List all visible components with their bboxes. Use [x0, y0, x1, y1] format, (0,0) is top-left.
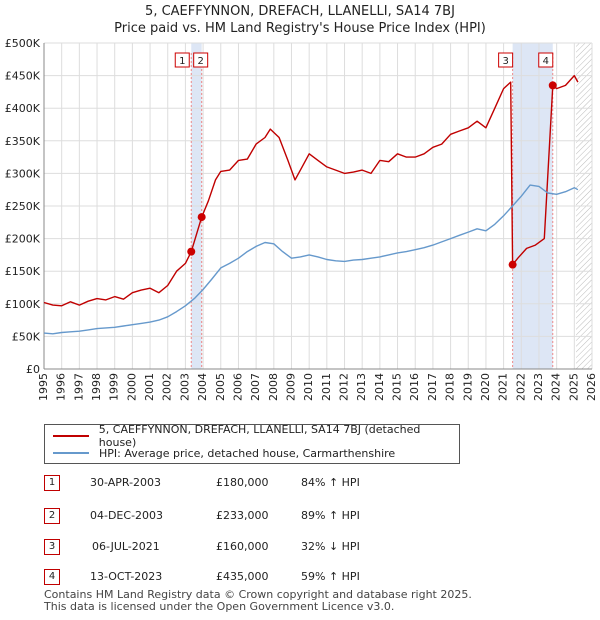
transaction-hpi-change: 32% ↓ HPI — [301, 540, 360, 553]
sale-point — [508, 260, 517, 269]
x-tick-label: 2006 — [231, 373, 244, 401]
x-tick-label: 2003 — [178, 373, 191, 401]
x-tick-label: 2023 — [532, 373, 545, 401]
footer-line-1: Contains HM Land Registry data © Crown c… — [44, 588, 472, 601]
y-tick-label: £200K — [5, 233, 41, 246]
y-tick-label: £450K — [5, 70, 41, 83]
price-chart: £0 £50K £100K £150K £200K £250K £300K £350K £400… — [5, 37, 598, 401]
legend-property-swatch — [53, 435, 89, 437]
x-tick-label: 2011 — [320, 373, 333, 401]
chart-title-line1: 5, CAEFFYNNON, DREFACH, LLANELLI, SA14 7… — [145, 4, 455, 19]
transaction-hpi-change: 59% ↑ HPI — [301, 570, 360, 583]
legend-hpi-label: HPI: Average price, detached house, Carm… — [99, 446, 396, 460]
legend-item-property: 5, CAEFFYNNON, DREFACH, LLANELLI, SA14 7… — [53, 423, 459, 449]
sale-number-box — [538, 52, 554, 68]
x-tick-label: 2019 — [461, 373, 474, 401]
x-tick-label: 2008 — [267, 373, 280, 401]
legend-property-label: 5, CAEFFYNNON, DREFACH, LLANELLI, SA14 7… — [98, 423, 421, 449]
x-tick-label: 2004 — [196, 373, 209, 401]
transaction-number-badge: 1 — [44, 475, 60, 491]
x-tick-label: 1999 — [108, 373, 121, 401]
y-tick-label: £300K — [5, 167, 41, 180]
y-tick-label: £150K — [5, 265, 41, 278]
table-row: 4 13-OCT-2023 £435,000 59% ↑ HPI — [44, 567, 444, 587]
sale-point — [187, 247, 196, 256]
y-tick-label: £100K — [5, 298, 41, 311]
x-tick-label: 2009 — [284, 373, 297, 401]
x-tick-label: 2024 — [550, 373, 563, 401]
y-tick-label: £250K — [5, 200, 41, 213]
y-tick-label: £50K — [12, 330, 41, 343]
x-tick-label: 2016 — [408, 373, 421, 401]
transaction-price: £160,000 — [216, 540, 269, 553]
table-row: 2 04-DEC-2003 £233,000 89% ↑ HPI — [44, 506, 444, 526]
sale-number-box — [498, 52, 514, 68]
x-tick-label: 1997 — [72, 373, 85, 401]
sale-number-label: 3 — [502, 56, 508, 67]
legend-hpi-swatch — [53, 452, 89, 454]
transaction-hpi-change: 84% ↑ HPI — [301, 476, 360, 489]
footer-line-2: This data is licensed under the Open Gov… — [44, 600, 395, 613]
x-tick-label: 2014 — [373, 373, 386, 401]
x-tick-label: 2021 — [497, 373, 510, 401]
transaction-date: 13-OCT-2023 — [90, 570, 163, 583]
x-tick-label: 2005 — [214, 373, 227, 401]
chart-legend: 5, CAEFFYNNON, DREFACH, LLANELLI, SA14 7… — [44, 423, 460, 464]
x-tick-label: 2013 — [355, 373, 368, 401]
transaction-number-badge: 3 — [44, 539, 60, 555]
table-row: 1 30-APR-2003 £180,000 84% ↑ HPI — [44, 473, 444, 493]
x-tick-label: 2000 — [125, 373, 138, 401]
x-tick-label: 2001 — [143, 373, 156, 401]
x-tick-label: 2025 — [567, 373, 580, 401]
x-tick-label: 1998 — [90, 373, 103, 401]
sale-point — [197, 213, 206, 222]
sale-number-label: 4 — [543, 56, 549, 67]
table-row: 3 06-JUL-2021 £160,000 32% ↓ HPI — [44, 537, 444, 557]
x-tick-label: 2020 — [479, 373, 492, 401]
footer-attribution: Contains HM Land Registry data © Crown c… — [44, 589, 472, 613]
x-tick-label: 2012 — [338, 373, 351, 401]
transaction-date: 06-JUL-2021 — [92, 540, 160, 553]
transaction-number-badge: 4 — [44, 569, 60, 585]
y-tick-label: £350K — [5, 135, 41, 148]
transaction-price: £233,000 — [216, 509, 269, 522]
transaction-date: 04-DEC-2003 — [90, 509, 164, 522]
x-tick-label: 2017 — [426, 373, 439, 401]
x-tick-label: 2010 — [302, 373, 315, 401]
y-tick-label: £500K — [5, 37, 41, 50]
series-line-hpi — [43, 184, 579, 335]
sale-number-label: 2 — [197, 56, 203, 67]
transaction-price: £435,000 — [216, 570, 269, 583]
x-tick-label: 2026 — [585, 373, 598, 401]
transaction-price: £180,000 — [216, 476, 269, 489]
y-tick-label: £0 — [26, 363, 40, 376]
x-tick-label: 2022 — [514, 373, 527, 401]
sale-point — [548, 81, 557, 90]
sale-number-box — [174, 52, 190, 68]
x-tick-label: 1996 — [55, 373, 68, 401]
chart-title-line2: Price paid vs. HM Land Registry's House … — [114, 21, 486, 36]
series-line-property — [43, 74, 579, 307]
sale-number-box — [193, 52, 209, 68]
y-tick-label: £400K — [5, 102, 41, 115]
x-tick-label: 2007 — [249, 373, 262, 401]
transaction-hpi-change: 89% ↑ HPI — [301, 509, 360, 522]
x-tick-label: 2015 — [391, 373, 404, 401]
transaction-date: 30-APR-2003 — [90, 476, 162, 489]
x-tick-label: 2018 — [444, 373, 457, 401]
legend-item-hpi: HPI: Average price, detached house, Carm… — [53, 445, 395, 461]
x-tick-label: 2002 — [161, 373, 174, 401]
sale-number-label: 1 — [179, 56, 185, 67]
transaction-number-badge: 2 — [44, 508, 60, 524]
x-tick-label: 1995 — [37, 373, 50, 401]
